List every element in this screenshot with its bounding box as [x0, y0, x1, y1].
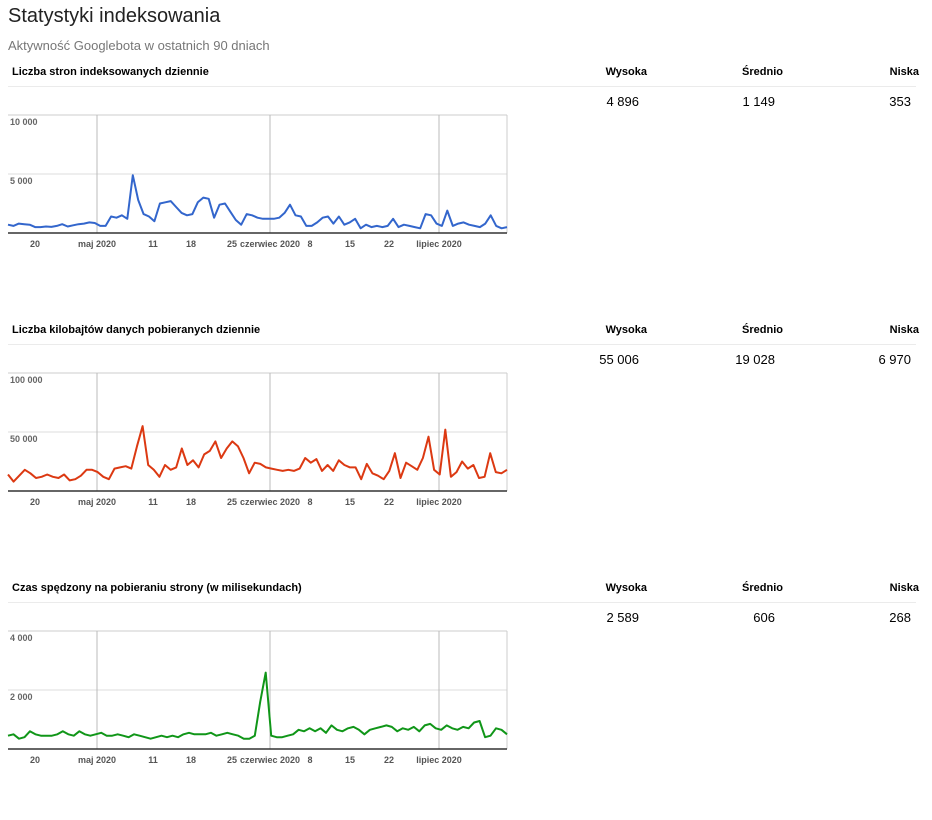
section-download-time: Czas spędzony na pobieraniu strony (w mi… [0, 580, 932, 820]
x-tick-label: 18 [186, 497, 196, 507]
series-line[interactable] [7, 174, 508, 230]
x-tick-label: 15 [345, 497, 355, 507]
kilobytes-downloaded-chart[interactable]: 100 000 50 000 20 maj 2020 11 18 25 czerwiec 20… [7, 366, 508, 518]
low-value: 353 [889, 94, 911, 109]
x-tick-label: 18 [186, 239, 196, 249]
y-tick-label: 100 000 [10, 375, 43, 385]
x-tick-label: 11 [148, 497, 158, 507]
col-low-label: Niska [889, 324, 919, 336]
high-value: 2 589 [606, 610, 639, 625]
x-tick-label: czerwiec 2020 [240, 239, 300, 249]
x-tick-label: 25 [227, 755, 237, 765]
col-avg-label: Średnio [742, 582, 783, 594]
section-title: Liczba kilobajtów danych pobieranych dzi… [12, 324, 261, 336]
page-subtitle: Aktywność Googlebota w ostatnich 90 dnia… [8, 38, 270, 53]
x-tick-label: 22 [384, 497, 394, 507]
col-low-label: Niska [889, 66, 919, 78]
x-tick-label: 18 [186, 755, 196, 765]
x-tick-label: 20 [30, 239, 40, 249]
section-header: Liczba kilobajtów danych pobieranych dzi… [8, 322, 919, 345]
low-value: 268 [889, 610, 911, 625]
section-title: Czas spędzony na pobieraniu strony (w mi… [12, 582, 302, 594]
x-tick-label: 15 [345, 239, 355, 249]
y-tick-label: 10 000 [10, 117, 38, 127]
x-tick-label: lipiec 2020 [416, 755, 462, 765]
col-high-label: Wysoka [605, 582, 647, 594]
col-low-label: Niska [889, 582, 919, 594]
section-kilobytes-downloaded: Liczba kilobajtów danych pobieranych dzi… [0, 322, 932, 562]
col-avg-label: Średnio [742, 324, 783, 336]
download-time-chart[interactable]: 4 000 2 000 20 maj 2020 11 18 25 czerwiec 2020 8… [7, 624, 508, 776]
page-title: Statystyki indeksowania [8, 5, 221, 27]
low-value: 6 970 [878, 352, 911, 367]
x-tick-label: maj 2020 [78, 755, 116, 765]
x-tick-label: maj 2020 [78, 239, 116, 249]
series-line[interactable] [7, 671, 508, 740]
x-tick-label: lipiec 2020 [416, 497, 462, 507]
y-tick-label: 2 000 [10, 692, 33, 702]
x-tick-label: 22 [384, 239, 394, 249]
section-header: Czas spędzony na pobieraniu strony (w mi… [8, 580, 919, 603]
x-tick-label: 15 [345, 755, 355, 765]
x-tick-label: 25 [227, 497, 237, 507]
avg-value: 606 [753, 610, 775, 625]
section-header: Liczba stron indeksowanych dziennie Wyso… [8, 64, 919, 87]
series-line[interactable] [7, 425, 508, 483]
x-tick-label: lipiec 2020 [416, 239, 462, 249]
x-tick-label: 8 [307, 239, 312, 249]
pages-crawled-chart[interactable]: 10 000 5 000 20 maj 2020 11 18 25 czerwiec 2020… [7, 108, 508, 260]
avg-value: 1 149 [742, 94, 775, 109]
x-tick-label: 20 [30, 755, 40, 765]
section-title: Liczba stron indeksowanych dziennie [12, 66, 209, 78]
x-tick-label: 11 [148, 239, 158, 249]
col-avg-label: Średnio [742, 66, 783, 78]
y-tick-label: 50 000 [10, 434, 38, 444]
col-high-label: Wysoka [605, 324, 647, 336]
section-pages-crawled: Liczba stron indeksowanych dziennie Wyso… [0, 64, 932, 304]
high-value: 4 896 [606, 94, 639, 109]
x-tick-label: 25 [227, 239, 237, 249]
x-tick-label: 22 [384, 755, 394, 765]
x-tick-label: 8 [307, 755, 312, 765]
col-high-label: Wysoka [605, 66, 647, 78]
x-tick-label: 8 [307, 497, 312, 507]
y-tick-label: 5 000 [10, 176, 33, 186]
avg-value: 19 028 [735, 352, 775, 367]
high-value: 55 006 [599, 352, 639, 367]
x-tick-label: czerwiec 2020 [240, 755, 300, 765]
y-tick-label: 4 000 [10, 633, 33, 643]
x-tick-label: maj 2020 [78, 497, 116, 507]
x-tick-label: czerwiec 2020 [240, 497, 300, 507]
x-tick-label: 20 [30, 497, 40, 507]
x-tick-label: 11 [148, 755, 158, 765]
